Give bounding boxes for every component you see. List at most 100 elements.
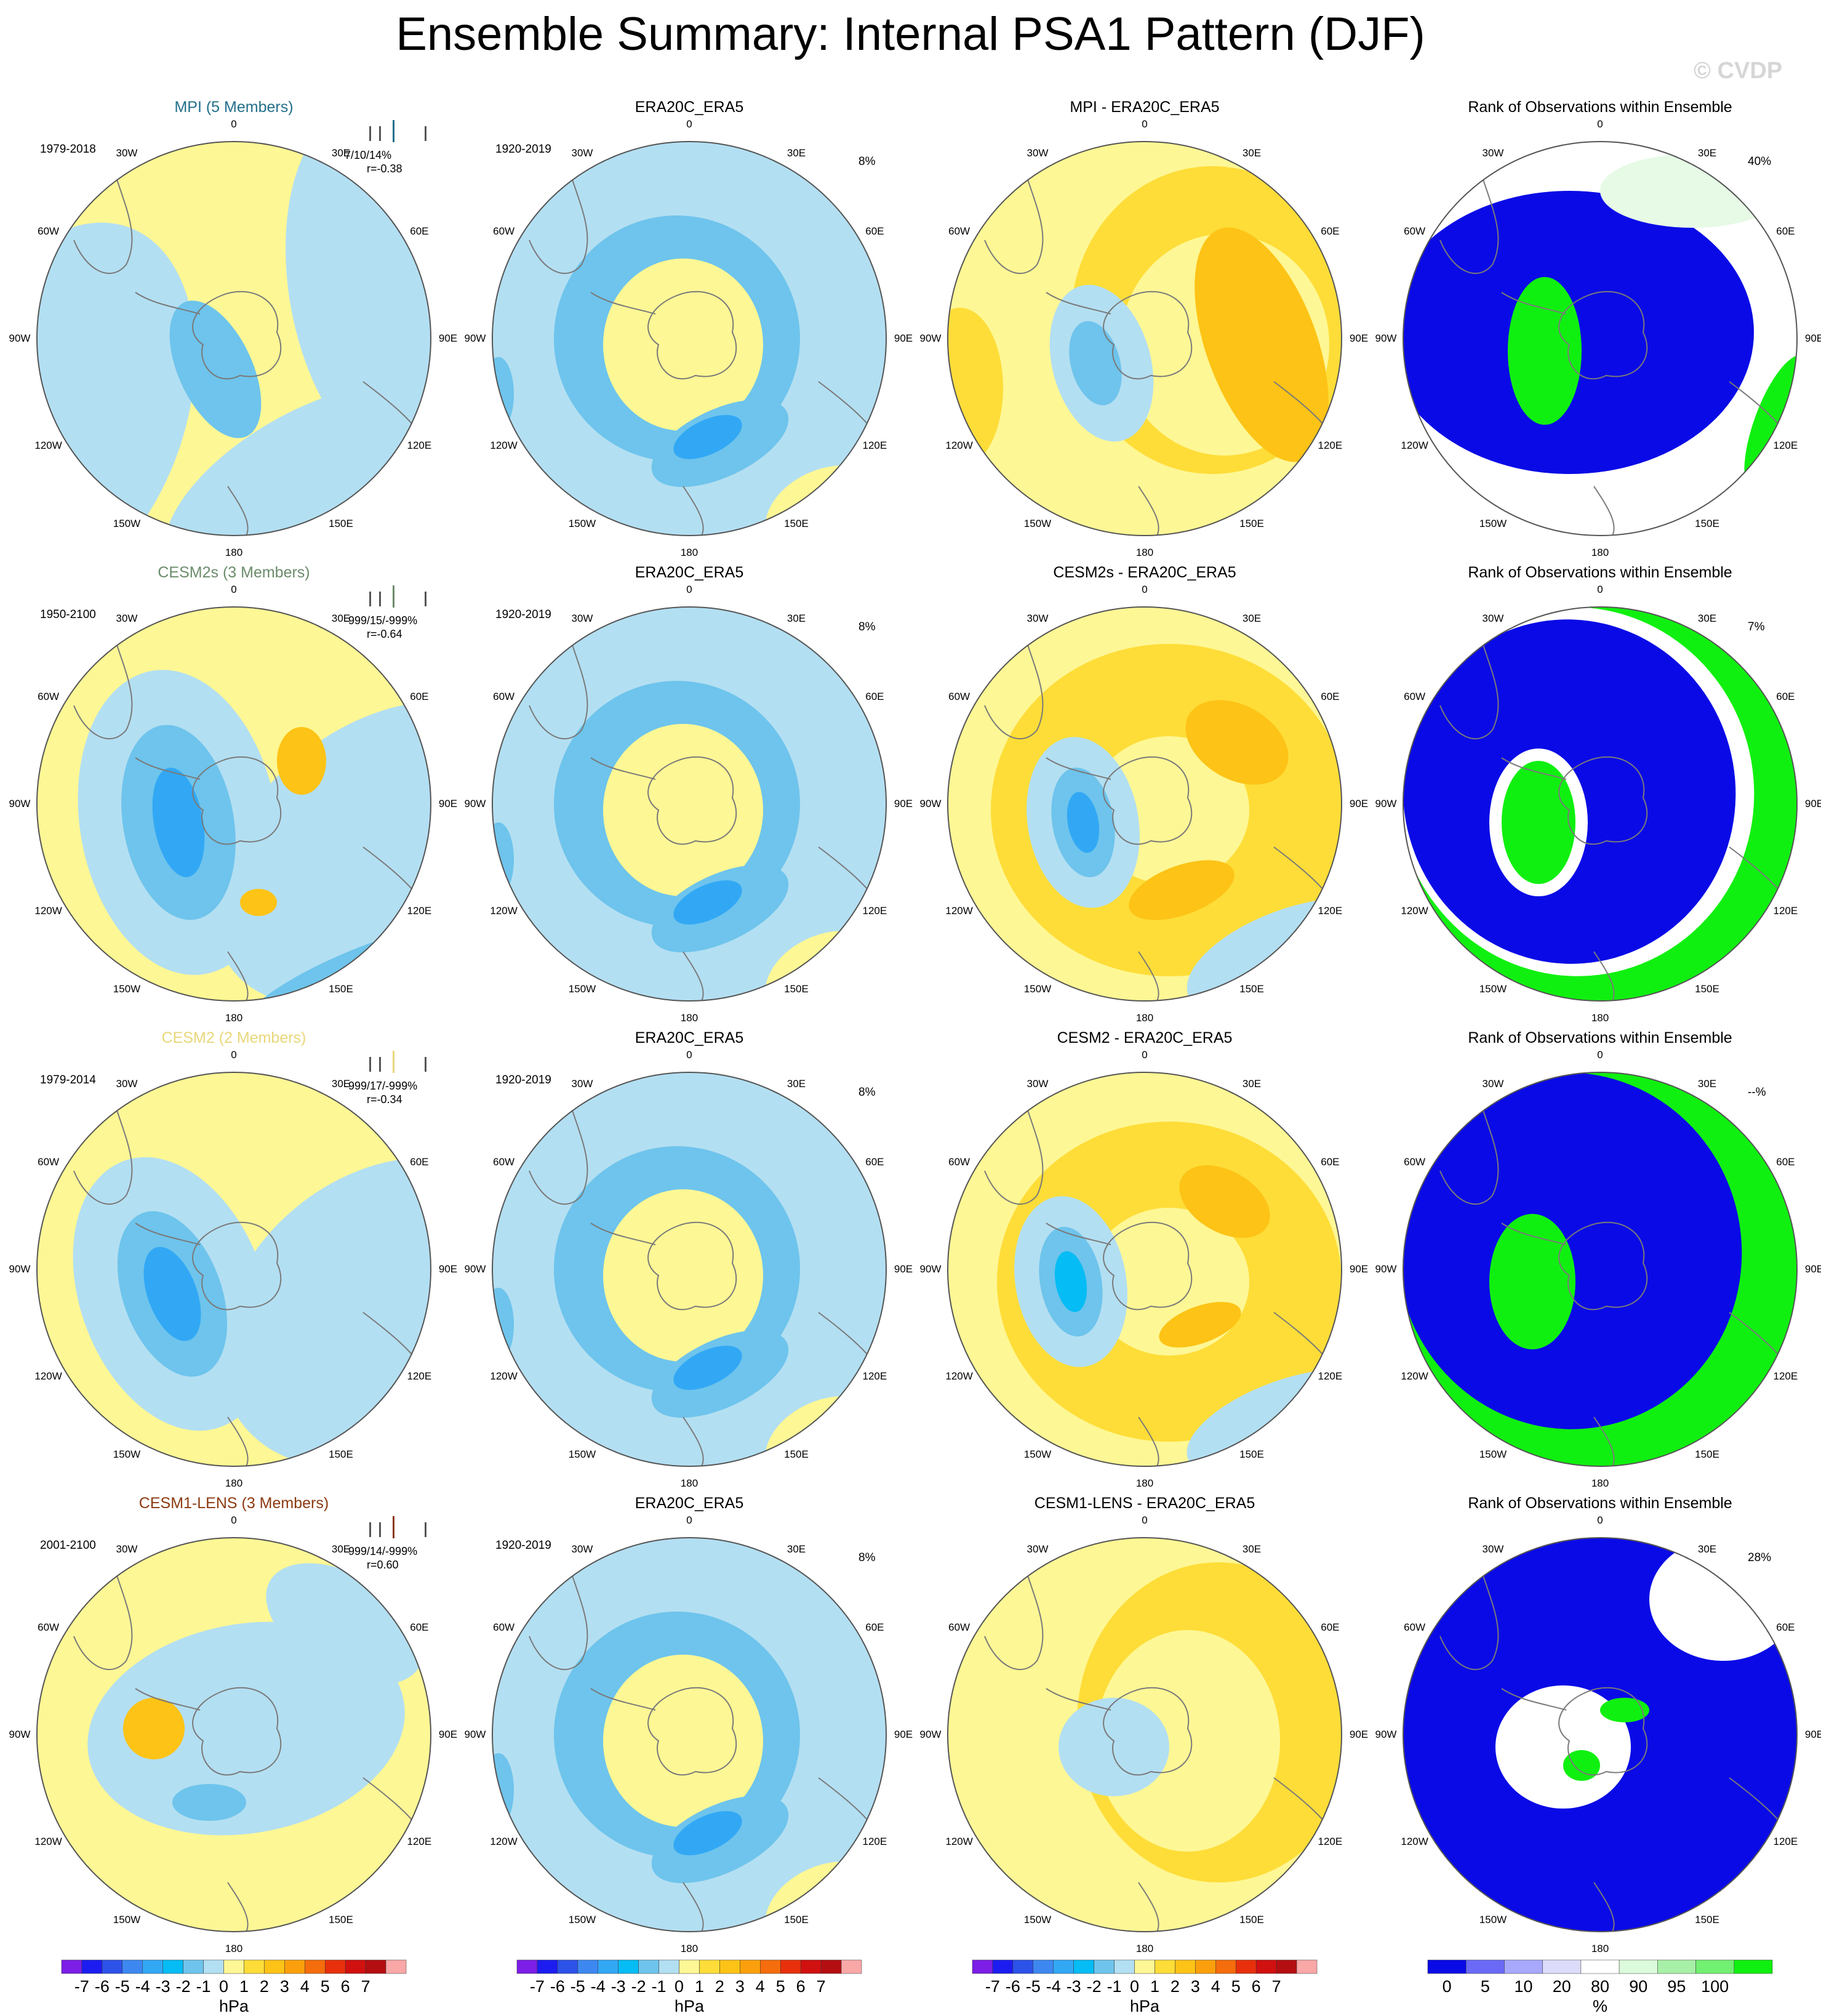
lon-label: 120W	[945, 440, 973, 451]
lon-label: 180	[1135, 1943, 1154, 1954]
lon-label: 150E	[784, 518, 809, 530]
lon-label: 150E	[1239, 983, 1264, 995]
colorbar-tick-label: 5	[1231, 1977, 1241, 1996]
model-negative-region	[286, 142, 431, 472]
colorbar-swatch	[992, 1959, 1014, 1974]
lon-label: 60E	[1321, 1156, 1340, 1168]
lon-label: 90W	[919, 798, 942, 809]
lon-label: 120E	[407, 1370, 432, 1382]
lon-label: 60E	[1776, 1156, 1795, 1168]
lon-label: 90E	[894, 1263, 913, 1275]
lon-label: 90E	[1804, 1263, 1821, 1275]
antarctica-coastline	[1501, 1687, 1648, 1776]
lon-label: 30W	[1482, 147, 1504, 159]
south-america-coastline	[73, 1556, 133, 1671]
south-america-coastline	[73, 625, 133, 740]
lon-label: 120E	[407, 440, 432, 451]
colorbar-swatch	[1619, 1959, 1658, 1974]
lon-label: 90E	[438, 1729, 458, 1740]
south-america-coastline	[984, 1090, 1044, 1205]
colorbar-swatch	[183, 1959, 204, 1974]
diff-panel: 0 30E 60E 90E 120E 150E 180 150W 120W 90W 60W 30W CE…	[919, 564, 1369, 1029]
lon-label: 90W	[9, 798, 31, 809]
colorbar-tick-label: 100	[1701, 1977, 1729, 1996]
polar-map	[492, 1537, 887, 1932]
pct-variance: 8%	[858, 1551, 876, 1564]
lon-label: 120W	[34, 1370, 62, 1382]
antarctica-coastline	[1046, 756, 1193, 845]
colorbar-tick-label: 3	[1190, 1977, 1200, 1996]
lon-label: 180	[225, 1943, 243, 1954]
map-outline	[36, 1072, 431, 1467]
lon-label: 180	[1135, 1477, 1154, 1489]
lon-label: 30W	[116, 1077, 138, 1090]
diff-low-core	[1067, 792, 1100, 853]
model-panel: 0 30E 60E 90E 120E 150E 180 150W 120W 90W 60W 30W MP…	[9, 98, 458, 563]
model-panel: 0 30E 60E 90E 120E 150E 180 150W 120W 90W 60W 30W CE…	[9, 1029, 458, 1494]
lon-label: 150E	[1695, 518, 1719, 530]
colorbar-swatch	[780, 1959, 801, 1974]
colorbar-tick-label: -1	[196, 1977, 211, 1996]
antarctica-coastline	[135, 1221, 282, 1311]
lon-label: 120W	[34, 1836, 62, 1847]
map-outline	[36, 1537, 431, 1932]
lon-label: 60E	[1776, 225, 1795, 237]
pattern-stats: -999/15/-999% r=-0.64	[345, 614, 417, 641]
lon-label: 30W	[571, 1543, 593, 1555]
colorbar-swatch	[61, 1959, 82, 1974]
colorbar-swatch	[142, 1959, 163, 1974]
map-outline	[36, 606, 431, 1002]
colorbar-swatch	[385, 1959, 407, 1974]
model-low-center	[172, 1784, 246, 1821]
lon-label: 60W	[948, 691, 971, 702]
lon-label: 180	[1135, 547, 1154, 558]
colorbar-swatch	[162, 1959, 183, 1974]
colorbar-swatch	[1427, 1959, 1467, 1974]
lon-label: 60E	[1321, 1621, 1340, 1633]
lon-label: 90E	[894, 1729, 913, 1740]
antarctica-coastline	[135, 756, 282, 845]
south-america-coastline	[529, 625, 588, 740]
lon-label: 90E	[1349, 1729, 1369, 1740]
lon-label: 180	[680, 547, 698, 558]
lon-label: 60W	[493, 225, 515, 237]
antarctica-coastline	[590, 291, 737, 380]
years-label: 1920-2019	[495, 608, 551, 621]
colorbar-tick-label: -3	[610, 1977, 626, 1996]
colorbar-tick-label: -4	[1046, 1977, 1061, 1996]
colorbar-swatch	[1255, 1959, 1277, 1974]
lon-label: 120E	[1773, 905, 1798, 917]
member-rank-bar	[379, 592, 381, 606]
lon-label: 60W	[493, 1156, 515, 1168]
lon-label: 30E	[1697, 612, 1717, 624]
stats-percentages: -999/15/-999%	[345, 614, 418, 627]
lon-label: 90W	[919, 1729, 942, 1740]
lon-label: 150E	[784, 983, 809, 995]
colorbar-swatch	[1235, 1959, 1257, 1974]
colorbar-tick-label: 0	[1442, 1977, 1452, 1996]
rank-high-center	[1563, 1750, 1600, 1781]
lon-label: 180	[1591, 547, 1609, 558]
lon-label: 0	[686, 118, 692, 130]
colorbar-tick-label: 1	[694, 1977, 704, 1996]
page-title: Ensemble Summary: Internal PSA1 Pattern …	[396, 8, 1425, 60]
lon-label: 90W	[9, 332, 31, 344]
rank-title: Rank of Observations within Ensemble	[1468, 564, 1732, 581]
lon-label: 90W	[464, 1729, 486, 1740]
lon-label: 60E	[410, 225, 429, 237]
pct-variance: 8%	[858, 1086, 876, 1099]
lon-label: 60E	[865, 1621, 884, 1633]
lon-label: 0	[1142, 1049, 1148, 1061]
obs-low-core	[673, 1811, 742, 1855]
lon-label: 90W	[464, 332, 486, 344]
member-rank-bar	[393, 1051, 394, 1073]
colorbar-tick-label: -2	[1086, 1977, 1102, 1996]
lon-label: 30W	[1027, 1543, 1049, 1555]
south-america-coastline	[529, 1556, 588, 1671]
diff-inner	[1095, 1630, 1280, 1852]
lon-label: 90E	[1804, 798, 1821, 809]
lon-label: 30E	[1242, 612, 1262, 624]
polar-map	[492, 141, 887, 536]
map-outline	[947, 1072, 1342, 1467]
lon-label: 60E	[1776, 691, 1795, 702]
